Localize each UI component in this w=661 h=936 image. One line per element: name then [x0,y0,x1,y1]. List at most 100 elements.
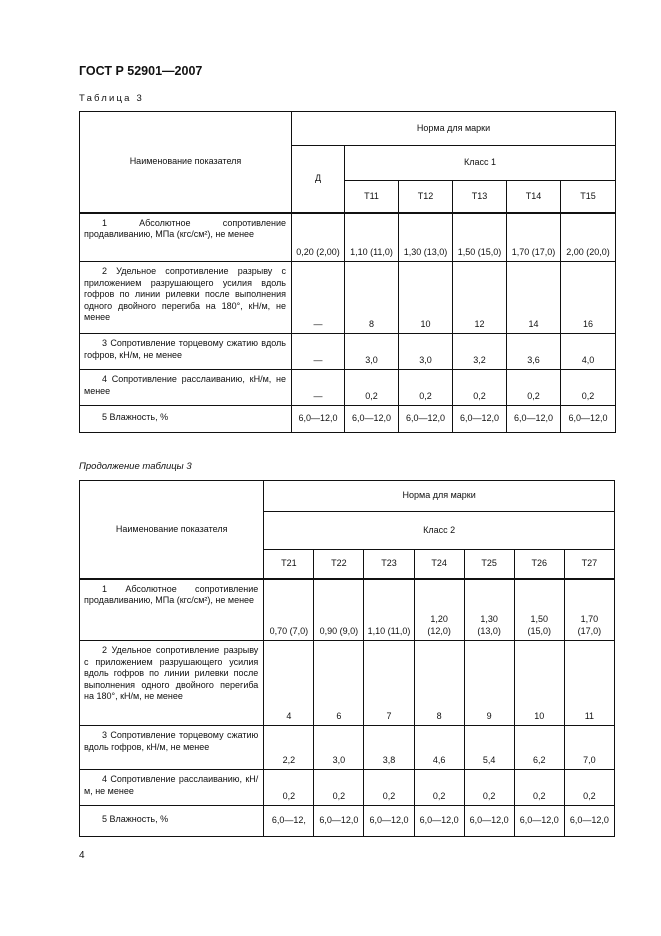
cell-value: 5,4 [463,725,515,770]
header-mark: Т22 [313,549,365,579]
cell-value: 10 [398,261,453,334]
cell-value: 0,2 [563,769,616,806]
table-row: 3 Сопротивление торцевому сжатию вдоль г… [79,333,616,370]
cell-value: 4 [263,640,315,726]
row-label-text: 4 Сопротивление расслаиванию, кН/м, не м… [84,774,259,796]
header-mark: Т25 [463,549,515,579]
table-2: Наименование показателя Норма для марки … [78,480,616,837]
document-title: ГОСТ Р 52901—2007 [79,64,203,78]
cell-value: 1,50 (15,0) [513,577,565,641]
cell-value: 6,0—12,0 [463,805,515,837]
row-label-text: 2 Удельное сопротивление разрыву с прило… [84,266,286,322]
cell-value: 6,0—12,0 [563,805,616,837]
header-class-2: Класс 2 [263,511,615,550]
header-mark: Т27 [563,549,616,579]
cell-value: 6,0—12,0 [413,805,465,837]
cell-value: 0,2 [560,369,616,406]
table-row: 5 Влажность, % 6,0—12, 6,0—12,0 6,0—12,0 6,0… [78,805,616,837]
cell-value: 6,0—12,0 [398,405,453,433]
table-row: 3 Сопротивление торцевому сжатию вдоль г… [78,725,616,770]
cell-value: 0,2 [452,369,507,406]
cell-value: 6,0—12,0 [313,805,365,837]
header-mark: Т24 [413,549,465,579]
cell-value: 10 [513,640,565,726]
page-number: 4 [79,850,85,861]
table-row: 4 Сопротивление расслаиванию, кН/м, не м… [79,369,616,406]
header-mark: Т12 [398,180,453,213]
header-mark-d: Д [291,145,345,213]
cell-value-d: 6,0—12,0 [291,405,345,433]
cell-value: 6,2 [513,725,565,770]
row-label-text: 1 Абсолютное сопротивление продавливанию… [84,583,259,606]
cell-value: 1,10 (11,0) [344,211,399,262]
cell-value-d: — [291,261,345,334]
row-label: 4 Сопротивление расслаиванию, кН/м, не м… [78,769,265,806]
cell-value: 0,2 [313,769,365,806]
cell-value: 1,70 (17,0) [563,577,616,641]
cell-value: 3,0 [313,725,365,770]
cell-value: 0,2 [506,369,561,406]
cell-value: 3,8 [363,725,415,770]
cell-value: 1,20 (12,0) [413,577,465,641]
cell-value: 0,2 [513,769,565,806]
cell-value: 1,30 (13,0) [463,577,515,641]
cell-value: 7 [363,640,415,726]
cell-value: 3,6 [506,333,561,370]
cell-value-d: 0,20 (2,00) [291,211,345,262]
cell-value: 0,2 [263,769,315,806]
cell-value: 0,2 [413,769,465,806]
row-label-text: 3 Сопротивление торцевому сжатию вдоль г… [84,730,259,752]
cell-value: 0,70 (7,0) [263,577,315,641]
row-label: 5 Влажность, % [79,405,292,433]
header-norm: Норма для марки [263,480,615,512]
table-1: Наименование показателя Норма для марки … [79,111,616,433]
cell-value: 8 [413,640,465,726]
row-label: 4 Сопротивление расслаиванию, кН/м, не м… [79,369,292,406]
cell-value: 0,90 (9,0) [313,577,365,641]
row-label-text: 5 Влажность, % [102,814,169,825]
cell-value: 3,2 [452,333,507,370]
cell-value: 6,0—12,0 [344,405,399,433]
cell-value: 6,0—12, [263,805,315,837]
cell-value: 2,2 [263,725,315,770]
header-indicator-name: Наименование показателя [79,111,292,213]
table-row: 1 Абсолютное сопротивление продавливанию… [79,211,616,262]
row-label-text: 1 Абсолютное сопротивление продавливанию… [84,217,286,240]
table1-caption: Таблица 3 [79,93,144,104]
cell-value: 6,0—12,0 [513,805,565,837]
row-label: 2 Удельное сопротивление разрыву с прило… [78,640,265,726]
row-label: 2 Удельное сопротивление разрыву с прило… [79,261,292,334]
header-mark: Т26 [513,549,565,579]
row-label: 3 Сопротивление торцевому сжатию вдоль г… [78,725,265,770]
cell-value: 1,50 (15,0) [452,211,507,262]
header-mark: Т11 [344,180,399,213]
cell-value: 4,6 [413,725,465,770]
cell-value: 3,0 [398,333,453,370]
cell-value-d: — [291,333,345,370]
cell-value: 12 [452,261,507,334]
cell-value: 2,00 (20,0) [560,211,616,262]
cell-value: 6,0—12,0 [506,405,561,433]
row-label-text: 5 Влажность, % [102,412,169,423]
cell-value: 6 [313,640,365,726]
header-mark: Т23 [363,549,415,579]
table-row: 2 Удельное сопротивление разрыву с прило… [78,640,616,726]
cell-value: 0,2 [363,769,415,806]
cell-value: 1,10 (11,0) [363,577,415,641]
table2-caption: Продолжение таблицы 3 [79,461,192,472]
table-row: 2 Удельное сопротивление разрыву с прило… [79,261,616,334]
cell-value: 8 [344,261,399,334]
header-mark: Т14 [506,180,561,213]
header-class-1: Класс 1 [344,145,616,181]
header-indicator-name: Наименование показателя [78,480,265,579]
row-label: 5 Влажность, % [78,805,265,837]
row-label: 1 Абсолютное сопротивление продавливанию… [78,577,265,641]
row-label-text: 2 Удельное сопротивление разрыву с прило… [84,645,259,701]
row-label-text: 3 Сопротивление торцевому сжатию вдоль г… [84,338,286,360]
table-row: 5 Влажность, % 6,0—12,0 6,0—12,0 6,0—12,0 6,… [79,405,616,433]
cell-value: 6,0—12,0 [560,405,616,433]
table-row: 4 Сопротивление расслаиванию, кН/м, не м… [78,769,616,806]
cell-value: 14 [506,261,561,334]
cell-value: 9 [463,640,515,726]
cell-value: 0,2 [398,369,453,406]
